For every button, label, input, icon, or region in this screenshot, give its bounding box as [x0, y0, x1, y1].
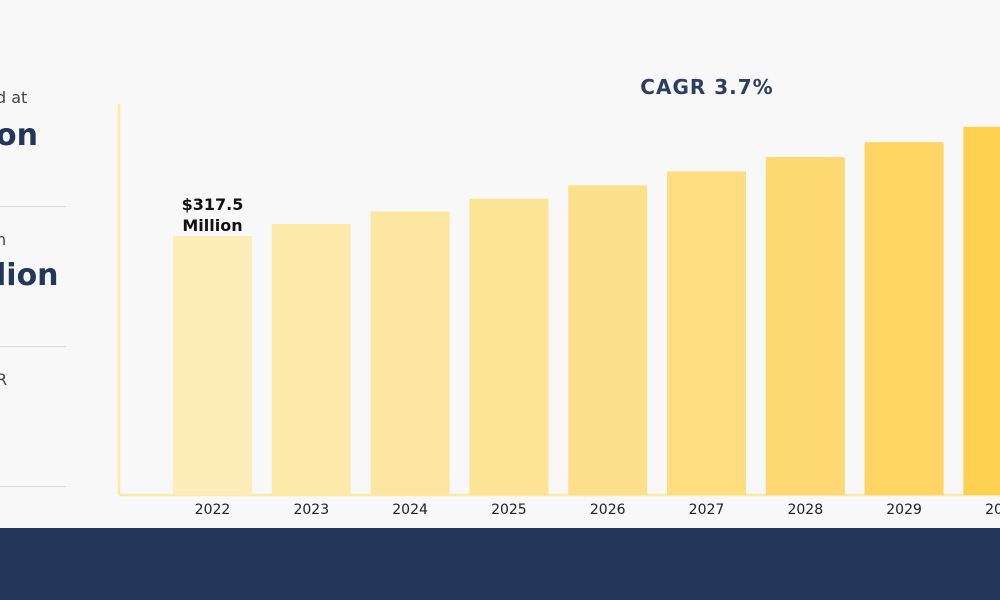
divider-2: [0, 346, 66, 347]
bar-2026: [568, 185, 648, 496]
divider-1: [0, 206, 66, 207]
bar-2028: [765, 157, 845, 495]
footer-band: [0, 528, 1000, 600]
bar-2022: [173, 236, 252, 495]
x-tick-2028: 2028: [787, 502, 823, 518]
data-labels: $317.5 Million: [182, 195, 244, 235]
bar-2030: [963, 126, 1000, 496]
bar-2029: [864, 142, 944, 495]
bar-2025: [469, 198, 549, 495]
stat-1-caption: d at: [0, 88, 28, 107]
bars: [173, 126, 1000, 496]
divider-3: [0, 486, 66, 487]
stat-1-value: on: [0, 118, 38, 153]
x-tick-2026: 2026: [590, 502, 626, 518]
stat-2-value: lion: [0, 258, 59, 293]
x-tick-2029: 2029: [886, 502, 922, 518]
x-tick-2024: 2024: [392, 502, 428, 518]
stat-3-caption: R: [0, 370, 8, 389]
bar-2023: [271, 224, 351, 495]
x-tick-2022: 2022: [195, 502, 231, 518]
data-label-2022-line1: $317.5: [182, 195, 244, 214]
x-tick-2025: 2025: [491, 502, 527, 518]
bar-2024: [370, 211, 450, 495]
x-tick-2023: 2023: [293, 502, 329, 518]
data-label-2022-line2: Million: [182, 216, 242, 235]
summary-panel: d at on n lion R: [0, 0, 110, 528]
stat-2-caption: n: [0, 230, 7, 249]
x-tick-2030: 2030: [985, 502, 1000, 518]
market-size-bar-chart: CAGR 3.7% 2022 2023 2024 2025 2026 2027 2028 20…: [117, 75, 1000, 518]
bar-2027: [667, 171, 746, 495]
x-tick-labels: 2022 2023 2024 2025 2026 2027 2028 2029 2030: [195, 502, 1000, 518]
cagr-annotation: CAGR 3.7%: [640, 75, 773, 99]
x-tick-2027: 2027: [689, 502, 725, 518]
